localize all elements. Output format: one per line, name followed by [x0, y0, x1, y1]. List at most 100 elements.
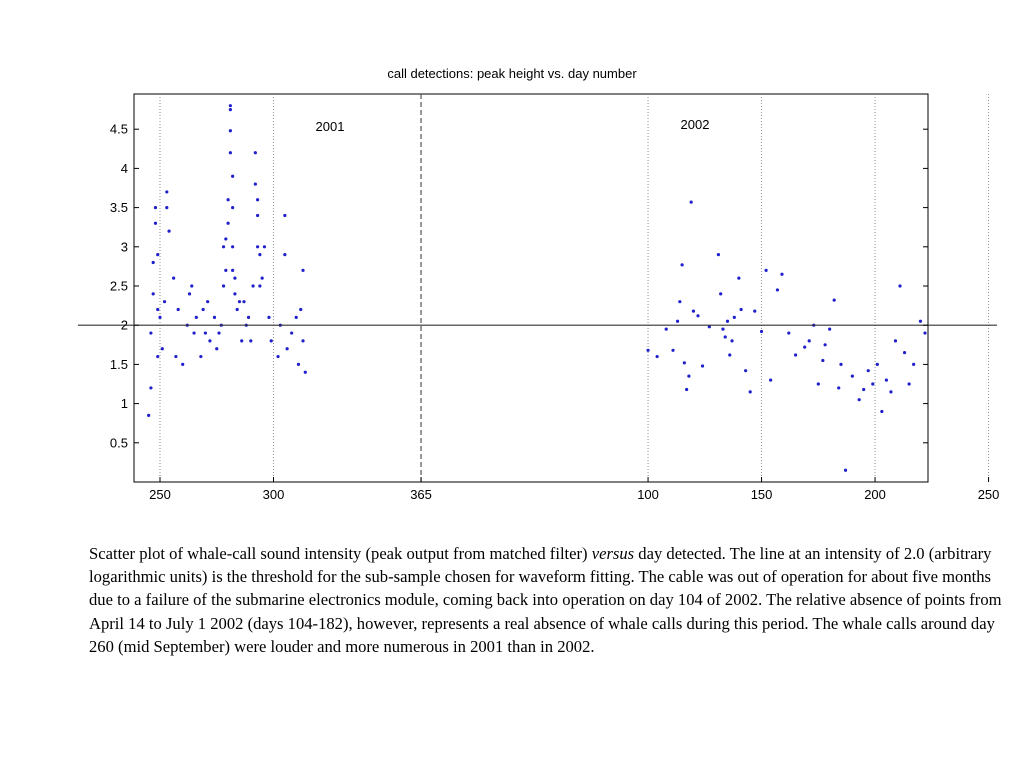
- data-point: [256, 213, 260, 218]
- data-point: [794, 353, 798, 357]
- data-point: [156, 354, 160, 359]
- data-point: [303, 370, 307, 374]
- data-point: [160, 347, 164, 351]
- data-point: [753, 309, 757, 313]
- x-tick-label: 100: [637, 487, 659, 502]
- data-point: [769, 378, 773, 382]
- data-point: [912, 362, 916, 366]
- data-point: [226, 198, 230, 202]
- data-point: [165, 206, 169, 210]
- x-tick-label: 200: [864, 487, 886, 502]
- caption-text-part1: Scatter plot of whale-call sound intensi…: [89, 544, 592, 563]
- grid-lines: [159, 94, 989, 482]
- data-point: [723, 335, 727, 339]
- data-point: [884, 378, 889, 382]
- data-point: [203, 331, 207, 335]
- scatter-chart: call detections: peak height vs. day num…: [78, 66, 999, 502]
- data-point: [730, 339, 734, 343]
- data-point: [700, 364, 705, 368]
- data-point: [889, 390, 893, 394]
- data-point: [190, 284, 194, 288]
- data-point: [228, 129, 232, 133]
- data-point: [664, 327, 668, 331]
- data-point: [240, 339, 244, 343]
- data-point: [167, 229, 171, 233]
- data-point: [780, 272, 784, 276]
- plot-frame: [133, 93, 929, 483]
- caption-text-part2: day detected. The line at an intensity o…: [89, 544, 1002, 656]
- data-point: [832, 298, 836, 302]
- data-point: [181, 362, 185, 366]
- data-point: [759, 329, 764, 334]
- data-point: [685, 387, 689, 392]
- data-point: [732, 315, 736, 319]
- data-point: [258, 253, 262, 257]
- data-point: [231, 206, 235, 210]
- data-point: [260, 276, 264, 280]
- data-point: [880, 409, 884, 414]
- data-point: [301, 268, 305, 272]
- x-tick-label: 300: [263, 487, 285, 502]
- year-label-2002: 2002: [681, 117, 710, 132]
- data-point: [655, 354, 659, 359]
- data-point: [149, 331, 153, 335]
- data-point: [675, 319, 680, 323]
- data-point: [176, 307, 180, 312]
- data-point: [231, 268, 235, 272]
- data-point: [862, 387, 866, 392]
- y-tick-label: 4: [121, 161, 128, 176]
- y-axis-ticks: 0.5 1 1.5 2 2.5 3 3.5 4 4.5: [110, 122, 928, 450]
- data-point: [228, 104, 232, 108]
- data-point: [258, 284, 262, 288]
- data-point: [687, 374, 691, 378]
- data-point: [290, 331, 294, 335]
- data-point: [276, 354, 280, 359]
- data-point: [807, 339, 811, 343]
- chart-title: call detections: peak height vs. day num…: [387, 66, 637, 81]
- data-point: [787, 331, 791, 335]
- data-point: [857, 398, 861, 402]
- data-point: [187, 292, 192, 296]
- data-point: [192, 331, 196, 335]
- data-point: [918, 319, 923, 323]
- x-tick-label: 150: [751, 487, 773, 502]
- data-point: [843, 468, 848, 472]
- data-point: [201, 307, 205, 312]
- y-tick-label: 2.5: [110, 279, 128, 294]
- data-point: [646, 348, 650, 352]
- figure-caption: Scatter plot of whale-call sound intensi…: [89, 542, 1019, 658]
- data-point: [837, 386, 841, 390]
- data-point: [249, 339, 253, 343]
- data-point: [149, 386, 153, 390]
- data-point: [156, 307, 160, 312]
- data-point: [224, 237, 228, 241]
- data-point: [267, 315, 271, 319]
- data-point: [156, 253, 160, 257]
- data-point: [253, 182, 257, 186]
- y-tick-label: 3: [121, 239, 128, 254]
- data-point: [923, 331, 927, 335]
- data-point: [725, 319, 730, 323]
- data-point: [682, 361, 686, 365]
- data-point: [246, 315, 251, 319]
- data-point: [283, 213, 287, 218]
- data-point: [262, 245, 267, 249]
- data-point: [691, 309, 696, 313]
- data-point: [744, 369, 748, 373]
- data-point: [696, 314, 700, 318]
- data-point: [233, 292, 237, 296]
- data-point: [898, 284, 902, 288]
- data-point: [816, 382, 820, 386]
- data-point: [748, 390, 752, 394]
- data-point: [174, 354, 178, 359]
- data-point: [296, 362, 301, 366]
- data-point: [151, 260, 155, 265]
- data-point: [294, 315, 298, 319]
- data-point: [283, 253, 287, 257]
- data-point: [231, 174, 235, 178]
- data-point: [221, 245, 226, 249]
- data-point: [206, 300, 210, 304]
- data-point: [233, 276, 237, 280]
- data-point: [215, 347, 219, 351]
- data-point: [839, 362, 843, 366]
